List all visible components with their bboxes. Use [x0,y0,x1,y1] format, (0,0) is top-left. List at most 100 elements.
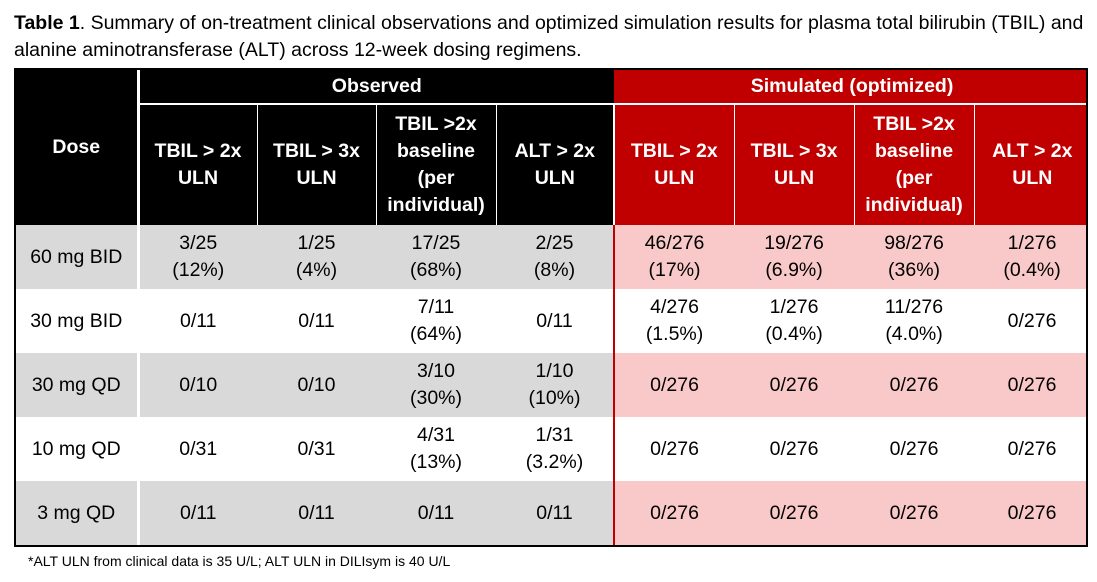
observed-count: 3/10 [417,360,455,382]
observed-count: 1/31 [535,424,574,446]
simulated-cell: 11/276 (4.0%) [854,289,975,353]
simulated-cell: 0/276 [613,481,735,545]
observed-cell: 0/11 [138,481,257,545]
simulated-count: 4/276 [650,296,699,318]
table-row: 10 mg QD 0/31 0/31 4/31 (13%) 1/31 (3.2%) 0/276… [16,417,1086,481]
simulated-percent: (4.0%) [885,323,943,345]
observed-cell: 0/11 [496,289,616,353]
simulated-count: 46/276 [644,232,705,254]
simulated-cell: 19/276 (6.9%) [734,225,855,289]
observed-count: 7/11 [417,296,455,318]
observed-cell: 0/11 [138,289,257,353]
dose-cell: 3 mg QD [16,481,140,545]
table-row: 3 mg QD 0/11 0/11 0/11 0/11 0/276 0/276 0/276 0/… [16,481,1086,545]
observed-cell: 0/31 [138,417,257,481]
simulated-cell: 0/276 [974,353,1086,417]
simulated-col-header-4: ALT > 2x ULN [974,104,1086,225]
simulated-cell: 4/276 (1.5%) [613,289,735,353]
simulated-cell: 0/276 [734,481,855,545]
observed-col-header-2: TBIL > 3x ULN [257,104,377,225]
observed-count: 1/25 [297,232,336,254]
observed-col-header-4: ALT > 2x ULN [496,104,616,225]
simulated-col-header-2: TBIL > 3x ULN [734,104,855,225]
observed-percent: (12%) [172,259,225,281]
simulated-col-header-1: TBIL > 2x ULN [614,104,735,225]
simulated-count: 1/276 [769,296,819,318]
results-table: Dose Observed Simulated (optimized) TBIL… [16,70,1086,545]
table-caption: Table 1. Summary of on-treatment clinica… [14,10,1084,64]
simulated-cell: 1/276 (0.4%) [734,289,855,353]
dose-cell: 60 mg BID [16,225,140,289]
observed-count: 3/25 [179,232,218,254]
observed-cell: 0/11 [257,289,376,353]
observed-cell: 7/11 (64%) [376,289,496,353]
table-row: 30 mg BID 0/11 0/11 7/11 (64%) 0/11 4/276 (1.5%… [16,289,1086,353]
observed-percent: (30%) [409,387,463,409]
simulated-cell: 1/276 (0.4%) [974,225,1086,289]
table-body: 60 mg BID 3/25 (12%) 1/25 (4%) 17/25 (68%) 2/25… [16,225,1086,545]
simulated-cell: 98/276 (36%) [854,225,975,289]
observed-col-header-1: TBIL > 2x ULN [138,104,258,225]
dose-cell: 30 mg BID [16,289,140,353]
observed-cell: 0/31 [257,417,376,481]
observed-cell: 0/11 [257,481,376,545]
observed-cell: 1/31 (3.2%) [496,417,616,481]
simulated-col-header-3: TBIL >2x baseline (per individual) [854,104,975,225]
observed-cell: 3/10 (30%) [376,353,496,417]
simulated-cell: 0/276 [854,417,975,481]
simulated-cell: 0/276 [613,417,735,481]
observed-percent: (13%) [409,451,463,473]
simulated-percent: (17%) [648,259,701,281]
observed-cell: 3/25 (12%) [138,225,257,289]
simulated-percent: (36%) [888,259,941,281]
simulated-cell: 0/276 [974,289,1086,353]
observed-percent: (8%) [533,259,576,281]
observed-cell: 4/31 (13%) [376,417,496,481]
observed-percent: (3.2%) [525,451,584,473]
simulated-percent: (1.5%) [645,323,704,345]
observed-count: 17/25 [411,232,461,254]
observed-cell: 0/10 [138,353,257,417]
simulated-percent: (0.4%) [765,323,823,345]
simulated-count: 98/276 [884,232,944,254]
simulated-count: 19/276 [764,232,824,254]
simulated-cell: 0/276 [613,353,735,417]
observed-count: 2/25 [535,232,574,254]
dose-cell: 10 mg QD [16,417,140,481]
observed-group-header: Observed [138,70,615,105]
observed-percent: (4%) [295,259,338,281]
observed-percent: (68%) [409,259,463,281]
observed-cell: 1/25 (4%) [257,225,376,289]
simulated-cell: 0/276 [854,481,975,545]
simulated-cell: 0/276 [854,353,975,417]
observed-percent: (64%) [409,323,463,345]
observed-count: 1/10 [535,360,574,382]
observed-cell: 0/11 [496,481,616,545]
simulated-cell: 0/276 [734,353,855,417]
observed-cell: 17/25 (68%) [376,225,496,289]
column-header-row: TBIL > 2x ULN TBIL > 3x ULN TBIL >2x basel… [16,104,1086,225]
simulated-group-header: Simulated (optimized) [614,70,1086,105]
simulated-count: 1/276 [1007,232,1057,254]
table-row: 30 mg QD 0/10 0/10 3/10 (30%) 1/10 (10%) 0/276 0… [16,353,1086,417]
observed-cell: 1/10 (10%) [496,353,616,417]
observed-cell: 0/10 [257,353,376,417]
results-table-wrapper: Dose Observed Simulated (optimized) TBIL… [14,68,1088,547]
observed-cell: 2/25 (8%) [496,225,616,289]
table-row: 60 mg BID 3/25 (12%) 1/25 (4%) 17/25 (68%) 2/25… [16,225,1086,289]
caption-label: Table 1 [14,12,80,34]
simulated-cell: 0/276 [734,417,855,481]
observed-cell: 0/11 [376,481,496,545]
simulated-count: 11/276 [884,296,944,318]
simulated-cell: 0/276 [974,481,1086,545]
observed-col-header-3: TBIL >2x baseline (per individual) [376,104,497,225]
simulated-percent: (6.9%) [765,259,823,281]
simulated-percent: (0.4%) [1003,259,1061,281]
observed-count: 4/31 [417,424,455,446]
simulated-cell: 46/276 (17%) [613,225,735,289]
footnote: *ALT ULN from clinical data is 35 U/L; A… [28,553,451,569]
dose-header: Dose [16,70,140,225]
dose-cell: 30 mg QD [16,353,140,417]
simulated-cell: 0/276 [974,417,1086,481]
caption-text: . Summary of on-treatment clinical obser… [14,12,1084,61]
